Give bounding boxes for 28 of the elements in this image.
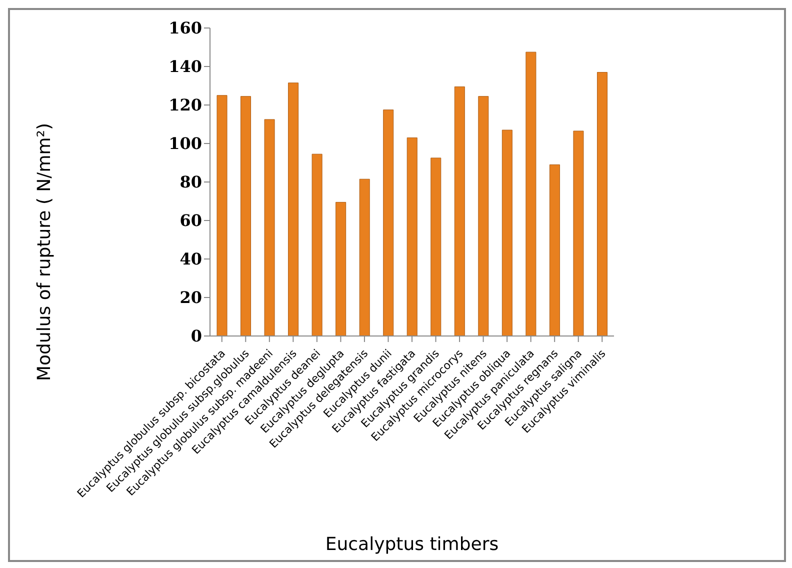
bar <box>526 52 536 336</box>
y-tick-label: 100 <box>168 134 202 154</box>
y-axis-title: Modulus of rupture ( N/mm²) <box>34 122 55 382</box>
bar <box>383 110 394 336</box>
bar <box>454 86 465 336</box>
bar <box>478 96 489 336</box>
bar <box>502 130 512 336</box>
y-tick-label: 60 <box>180 211 202 230</box>
bar <box>288 82 299 336</box>
bar <box>264 119 275 336</box>
y-tick-label: 0 <box>190 326 202 346</box>
x-axis-title: Eucalyptus timbers <box>325 534 499 555</box>
bar <box>240 96 252 336</box>
bar <box>596 72 608 336</box>
y-tick-label: 40 <box>180 250 202 269</box>
bar <box>216 95 228 336</box>
bar <box>312 154 322 336</box>
bar <box>336 202 346 336</box>
bar <box>430 158 442 336</box>
bar <box>359 178 370 336</box>
bar <box>406 137 418 336</box>
y-tick-label: 80 <box>180 172 202 192</box>
y-tick-label: 140 <box>168 57 202 76</box>
bar <box>549 164 560 336</box>
y-tick-label: 120 <box>168 96 202 115</box>
bar <box>573 130 584 336</box>
y-tick-label: 160 <box>168 18 202 38</box>
y-tick-label: 20 <box>180 288 202 308</box>
